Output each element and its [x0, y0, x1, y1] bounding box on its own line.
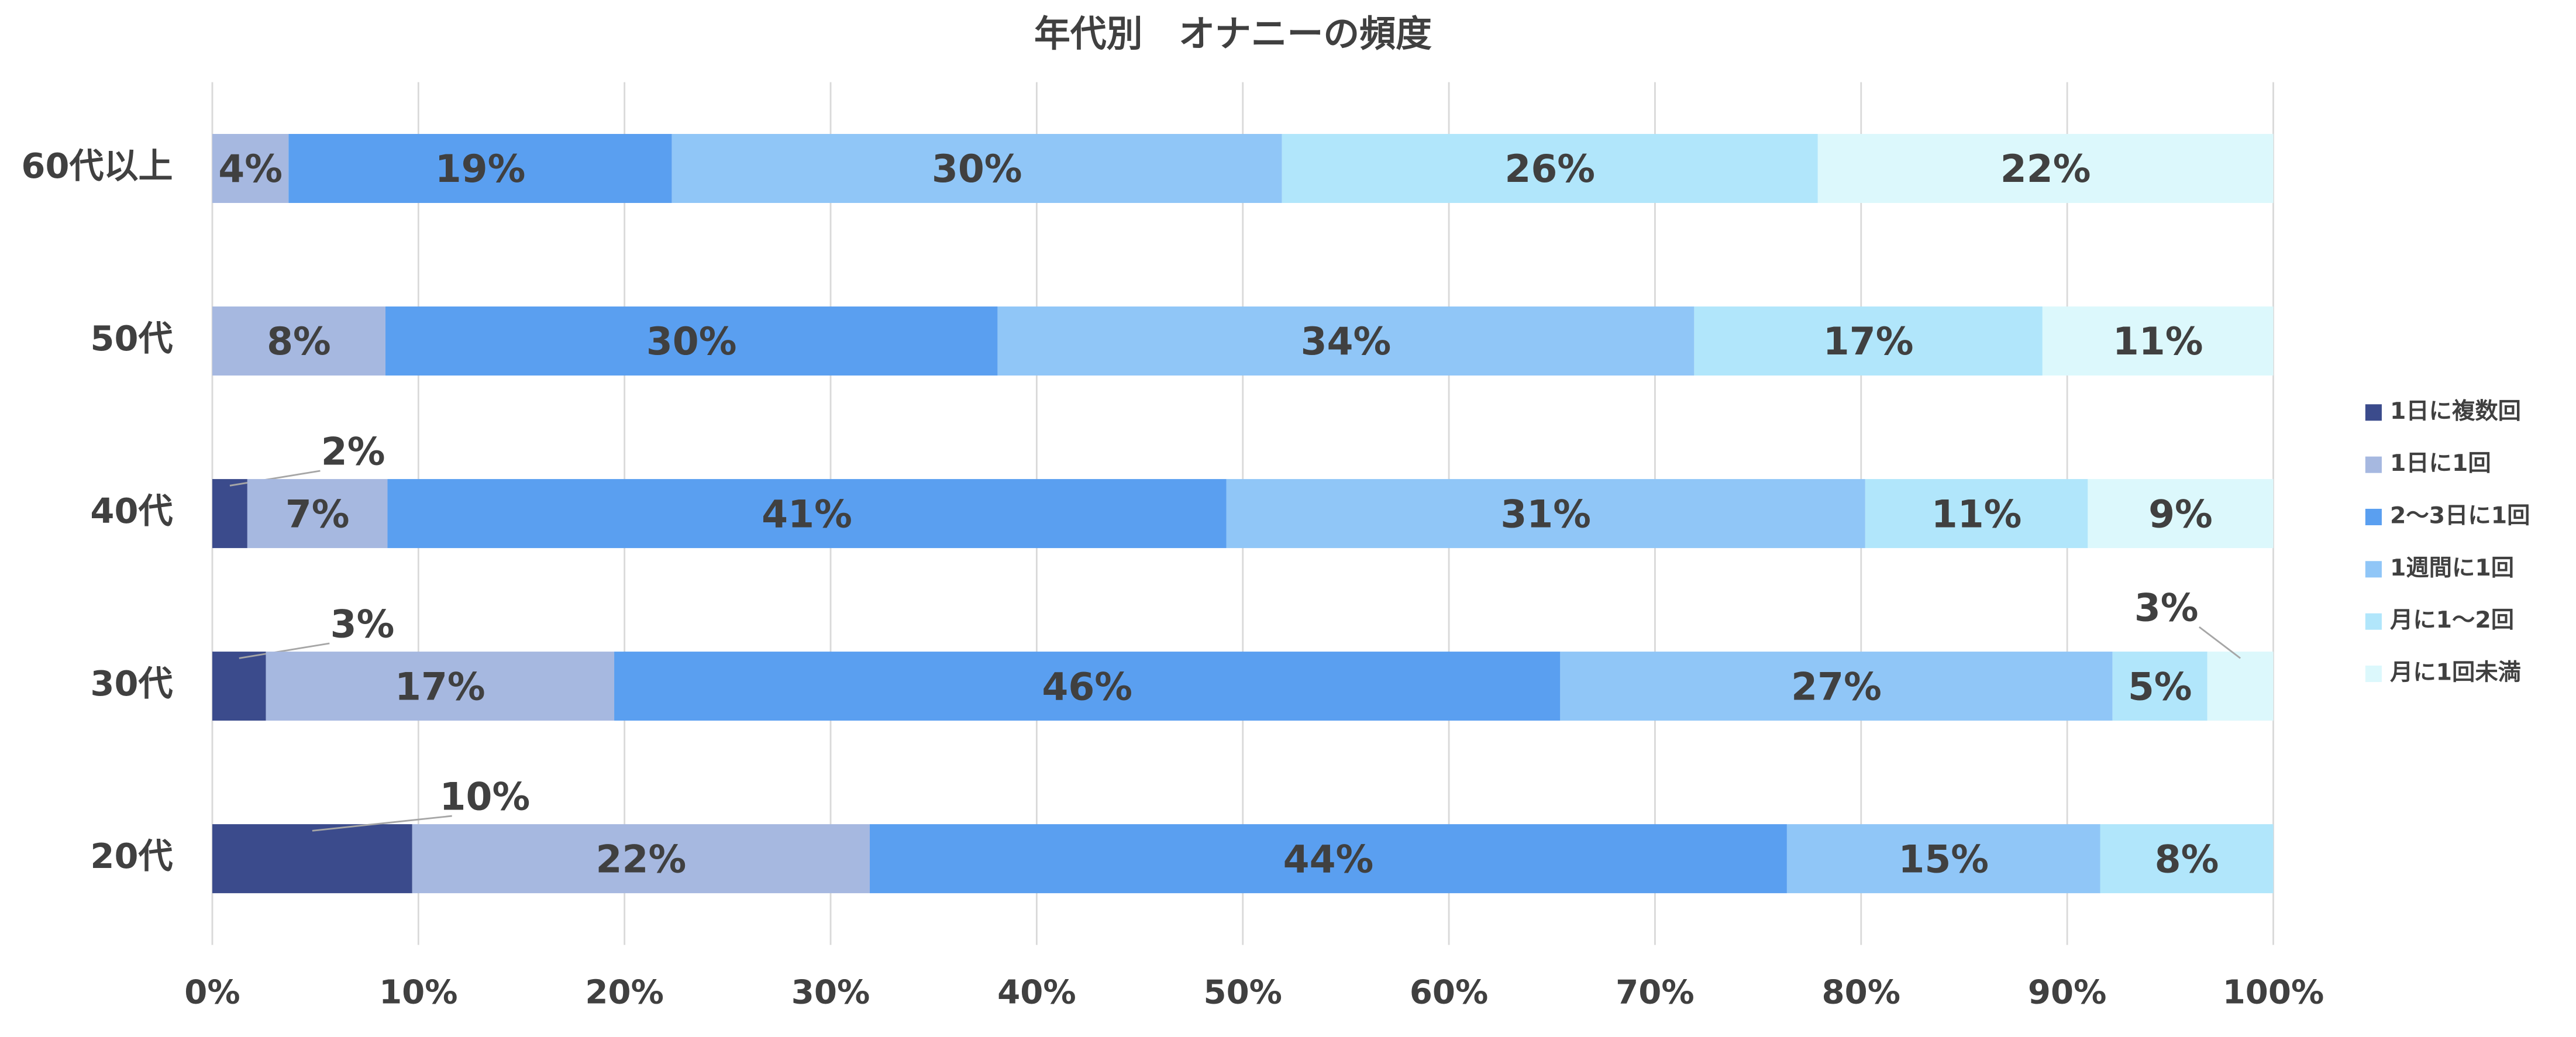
data-label: 41%: [762, 492, 852, 536]
data-label: 8%: [2155, 838, 2219, 881]
data-label: 10%: [440, 776, 531, 819]
bar-segment: [997, 306, 1695, 376]
bar-segment: [385, 306, 998, 376]
leader-line: [229, 470, 321, 487]
data-label: 44%: [1283, 838, 1374, 881]
data-label: 9%: [2148, 492, 2213, 536]
chart-title: 年代別 オナニーの頻度: [1034, 13, 1432, 55]
bar-segment: [288, 134, 672, 204]
x-tick-label: 100%: [2223, 974, 2324, 1012]
y-tick-label: 60代以上: [21, 146, 173, 186]
data-label: 17%: [1823, 320, 1914, 364]
data-label: 34%: [1301, 320, 1392, 364]
bar-segment: [266, 652, 615, 721]
data-label: 19%: [435, 147, 526, 191]
data-label: 22%: [596, 838, 687, 881]
bar-segment: [671, 134, 1282, 204]
x-tick-label: 60%: [1410, 974, 1489, 1012]
bar-segment: [387, 479, 1227, 549]
leader-line: [312, 815, 452, 832]
x-tick-label: 80%: [1822, 974, 1901, 1012]
bar-segment: [212, 652, 266, 721]
data-label: 27%: [1791, 665, 1882, 709]
legend-swatch: [2365, 613, 2382, 630]
x-tick-label: 40%: [997, 974, 1076, 1012]
data-label: 11%: [2113, 320, 2203, 364]
legend-label: 1週間に1回: [2390, 554, 2514, 581]
x-tick-label: 20%: [585, 974, 664, 1012]
data-label: 15%: [1898, 838, 1989, 881]
bar-segment: [869, 824, 1787, 894]
data-label: 46%: [1042, 665, 1132, 709]
data-label: 17%: [395, 665, 485, 709]
x-tick-label: 70%: [1616, 974, 1695, 1012]
data-label: 5%: [2128, 665, 2192, 709]
data-label: 22%: [2000, 147, 2091, 191]
bar-segment: [2100, 824, 2274, 894]
leader-line: [239, 642, 330, 659]
x-tick-label: 30%: [791, 974, 870, 1012]
legend-label: 月に1～2回: [2390, 607, 2514, 633]
x-tick-label: 10%: [379, 974, 458, 1012]
legend-swatch: [2365, 508, 2382, 526]
data-label: 31%: [1500, 492, 1591, 536]
bar-segment: [1282, 134, 1818, 204]
bar-segment: [2042, 306, 2274, 376]
data-label: 11%: [1931, 492, 2022, 536]
bar-segment: [2088, 479, 2274, 549]
y-tick-label: 30代: [90, 663, 173, 704]
bar-segment: [614, 652, 1561, 721]
legend-label: 2～3日に1回: [2390, 502, 2530, 529]
bar-segment: [212, 134, 289, 204]
bar-segment: [212, 824, 412, 894]
bar-segment: [212, 479, 247, 549]
bar-segment: [1817, 134, 2274, 204]
legend-label: 1日に複数回: [2390, 398, 2521, 425]
bar-segment: [412, 824, 870, 894]
bar-segment: [2112, 652, 2207, 721]
y-tick-label: 50代: [90, 318, 173, 359]
x-tick-label: 50%: [1203, 974, 1282, 1012]
legend-swatch: [2365, 456, 2382, 473]
data-label: 7%: [285, 492, 350, 536]
legend-label: 1日に1回: [2390, 450, 2491, 477]
bar-segment: [1560, 652, 2113, 721]
data-label: 30%: [932, 147, 1022, 191]
bar-segment: [1226, 479, 1865, 549]
legend-swatch: [2365, 561, 2382, 578]
legend-label: 月に1回未満: [2390, 659, 2521, 686]
bar-segment: [247, 479, 388, 549]
legend-swatch: [2365, 404, 2382, 421]
bar-segment: [212, 306, 385, 376]
bar-segment: [2207, 652, 2274, 721]
data-label: 3%: [330, 603, 395, 647]
data-label: 4%: [218, 147, 283, 191]
data-label: 2%: [321, 430, 385, 474]
x-tick-label: 90%: [2028, 974, 2107, 1012]
bar-segment: [1786, 824, 2100, 894]
y-tick-label: 20代: [90, 836, 173, 876]
data-label: 26%: [1504, 147, 1595, 191]
bar-segment: [1694, 306, 2043, 376]
y-tick-label: 40代: [90, 491, 173, 531]
legend-swatch: [2365, 665, 2382, 683]
data-label: 3%: [2134, 586, 2199, 630]
x-tick-label: 0%: [184, 974, 240, 1012]
bar-segment: [1865, 479, 2088, 549]
data-label: 30%: [646, 320, 737, 364]
leader-line: [2199, 626, 2241, 659]
data-label: 8%: [267, 320, 331, 364]
